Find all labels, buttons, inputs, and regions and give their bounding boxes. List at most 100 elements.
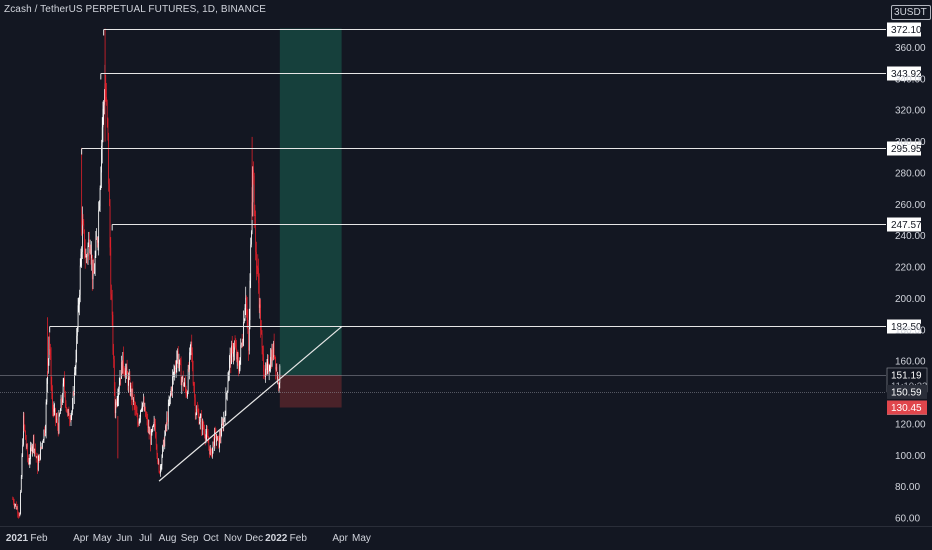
candle-body (214, 430, 215, 446)
candle-body (167, 417, 168, 422)
x-tick-label: 2021 (6, 533, 29, 544)
candle-body (40, 447, 42, 448)
candle-body (25, 430, 26, 440)
candle-body (200, 416, 202, 418)
candle-body (252, 170, 254, 203)
candle-body (83, 224, 85, 231)
horizontal-levels[interactable]: 372.10 343.92 295.95 247.57 182.50 (0, 22, 922, 393)
candle-body (224, 417, 225, 419)
candle-body (260, 330, 262, 334)
level-label: 343.92 (887, 66, 922, 81)
candle-body (45, 430, 46, 433)
level-label-bg (887, 22, 921, 37)
candle-body (143, 401, 144, 404)
candle-body (192, 352, 193, 370)
candle-body (79, 294, 80, 305)
price-label-dark: 150.59 (887, 384, 927, 399)
candle-body (232, 345, 234, 357)
level-label-text: 372.10 (891, 25, 922, 36)
price-label-text: 151.19 (891, 370, 922, 381)
x-tick-label: Oct (203, 533, 219, 544)
currency-unit-button[interactable]: 3USDT (891, 5, 931, 20)
candle-body (112, 314, 114, 351)
candle-body (44, 429, 46, 433)
candle-body (212, 441, 214, 448)
candle-body (137, 416, 139, 425)
candle-body (128, 377, 129, 386)
candle-body (248, 331, 249, 351)
candle-body (175, 367, 176, 369)
y-tick-label: 60.00 (895, 514, 920, 525)
candle-body (62, 383, 64, 400)
candle-body (278, 382, 280, 385)
y-tick-label: 260.00 (895, 200, 926, 211)
candle-body (253, 170, 254, 176)
candle-body (217, 436, 219, 438)
candle-body (233, 352, 234, 357)
long-position-zones[interactable] (279, 28, 342, 408)
trendline[interactable] (158, 326, 342, 482)
candle-body (172, 372, 174, 377)
candle-body (164, 434, 166, 447)
level-label-text: 295.95 (891, 144, 922, 155)
candle-body (273, 342, 274, 358)
candle-body (30, 446, 32, 448)
candle-body (158, 461, 160, 472)
candle-body (169, 396, 171, 404)
candle-body (179, 359, 181, 364)
time-axis[interactable]: 2021 Feb Apr May Jun Jul Aug Sep Oct Nov Dec 2022 Fe… (0, 526, 932, 545)
candle-body (13, 502, 15, 506)
candle-body (213, 441, 215, 446)
candle-body (221, 422, 223, 424)
candle-body (38, 454, 40, 461)
candle-body (171, 389, 173, 392)
candle-body (51, 384, 53, 394)
candle-body (268, 361, 269, 372)
level-label-bg (887, 319, 921, 334)
candle-body (48, 336, 50, 359)
candle-body (148, 426, 149, 429)
candle-body (32, 436, 34, 447)
candle-body (85, 256, 87, 258)
candle-body (206, 430, 208, 435)
candle-body (187, 392, 188, 397)
y-tick-label: 200.00 (895, 294, 926, 305)
candle-body (120, 377, 122, 379)
candle-body (162, 440, 164, 447)
candle-body (180, 363, 182, 386)
candle-body (23, 415, 24, 445)
candle-body (46, 384, 48, 403)
price-label-bg (887, 384, 927, 399)
candle-body (182, 376, 184, 387)
candle-body (45, 402, 47, 431)
level-label: 247.57 (887, 217, 922, 232)
candle-body (67, 409, 69, 413)
candle-body (270, 357, 271, 369)
candle-body (89, 239, 90, 254)
candle-body (28, 462, 30, 464)
price-axis[interactable]: 60.0080.00100.00120.00140.00160.00180.00… (895, 43, 926, 525)
candle-body (170, 389, 172, 395)
candle-body (182, 376, 183, 380)
candle-body (77, 328, 78, 336)
candle-body (184, 382, 185, 385)
candle-body (260, 304, 261, 331)
candle-body (202, 421, 204, 429)
candle-body (43, 429, 45, 441)
x-tick-label: Feb (290, 533, 308, 544)
candle-body (50, 355, 52, 385)
candle-body (204, 430, 205, 436)
candle-body (52, 408, 54, 412)
candle-body (257, 267, 259, 269)
y-tick-label: 120.00 (895, 419, 926, 430)
candle-body (22, 444, 24, 456)
candle-body (272, 349, 274, 358)
candle-body (105, 83, 107, 98)
candle-body (40, 447, 41, 460)
candle-body (121, 362, 122, 379)
candle-body (241, 343, 243, 346)
candle-body (55, 418, 57, 420)
candle-body (194, 389, 195, 398)
candle-body (76, 335, 78, 360)
